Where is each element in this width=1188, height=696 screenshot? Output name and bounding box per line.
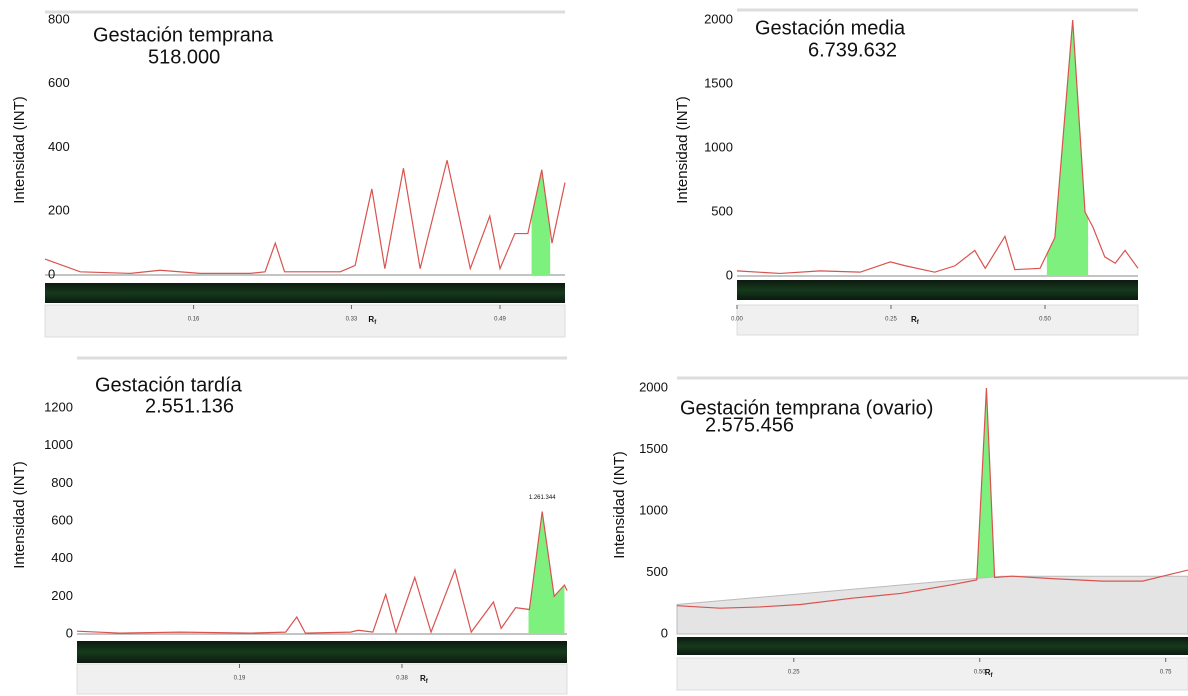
y-tick-label: 800	[51, 475, 73, 490]
y-tick-label: 500	[711, 203, 733, 218]
y-axis-label: Intensidad (INT)	[11, 461, 28, 569]
y-tick-label: 200	[51, 588, 73, 603]
y-tick-label: 2000	[704, 11, 733, 26]
chart-grid: 0 200 400 600 800 Intensidad (INT) 0.16 0.33 0.4…	[0, 0, 1188, 696]
y-tick-label: 0	[661, 625, 668, 640]
lane-strip	[677, 637, 1188, 655]
x-tick-label: 0.33	[346, 317, 358, 323]
y-tick-label: 2000	[639, 379, 668, 394]
peak-fill	[532, 170, 551, 275]
y-tick-label: 600	[48, 75, 70, 90]
chart-subtitle: 6.739.632	[808, 39, 897, 61]
x-tick-label: 0.38	[396, 676, 408, 682]
y-tick-label: 0	[66, 625, 73, 640]
rf-bar	[737, 305, 1138, 335]
chart-subtitle: 2.575.456	[705, 414, 794, 436]
rf-bar	[77, 664, 567, 694]
y-tick-label: 1000	[639, 502, 668, 517]
y-tick-label: 1000	[44, 437, 73, 452]
baseline-area	[677, 576, 1188, 634]
peak-label: 1.261.344	[529, 495, 556, 501]
y-axis-label: Intensidad (INT)	[11, 96, 28, 204]
chart-subtitle: 518.000	[148, 46, 220, 68]
density-curve	[45, 160, 565, 273]
y-tick-label: 1000	[704, 139, 733, 154]
y-tick-label: 1500	[704, 75, 733, 90]
y-tick-label: 1200	[44, 399, 73, 414]
chart-title: Gestación tardía	[95, 374, 243, 396]
y-axis-label: Intensidad (INT)	[674, 96, 691, 204]
x-tick-label: 0.50	[1039, 317, 1051, 323]
chart-title: Gestación temprana	[93, 24, 274, 46]
y-tick-label: 0	[726, 267, 733, 282]
density-curve	[77, 512, 567, 633]
x-tick-label: 0.25	[885, 317, 897, 323]
y-tick-label: 400	[48, 139, 70, 154]
chart-title: Gestación media	[755, 17, 906, 39]
y-tick-label: 800	[48, 11, 70, 26]
x-tick-label: 0.00	[731, 317, 743, 323]
rf-bar	[677, 658, 1188, 690]
y-tick-label: 500	[646, 564, 668, 579]
y-axis-label: Intensidad (INT)	[611, 451, 628, 559]
y-tick-label: 400	[51, 550, 73, 565]
y-tick-label: 200	[48, 203, 70, 218]
x-tick-label: 0.49	[494, 317, 506, 323]
lane-strip	[77, 641, 567, 663]
lane-strip	[45, 283, 565, 303]
x-tick-label: 0.25	[788, 670, 800, 676]
x-tick-label: 0.19	[234, 676, 246, 682]
peak-fill	[1047, 20, 1088, 276]
rf-bar	[45, 305, 565, 337]
y-tick-label: 600	[51, 512, 73, 527]
lane-strip	[737, 280, 1138, 300]
x-tick-label: 0.16	[188, 317, 200, 323]
y-tick-label: 0	[48, 266, 55, 281]
y-tick-label: 1500	[639, 441, 668, 456]
x-tick-label: 0.75	[1160, 670, 1172, 676]
chart-subtitle: 2.551.136	[145, 395, 234, 417]
